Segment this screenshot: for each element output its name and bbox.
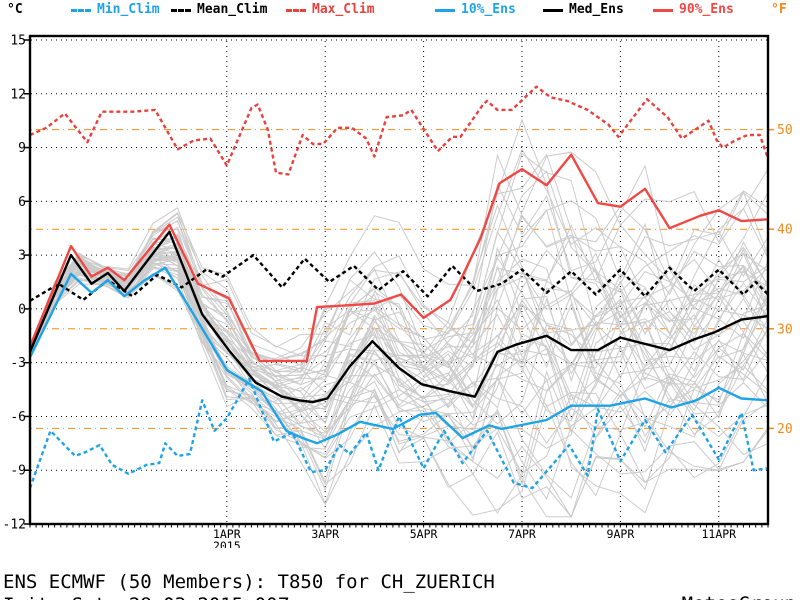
fahrenheit-unit-label: °F: [771, 2, 787, 17]
y-tick-label-c--12: -12: [3, 518, 26, 533]
y-tick-label-f-20: 20: [777, 422, 793, 437]
x-tick-label-5APR: 5APR: [410, 527, 438, 541]
y-tick-label-c-6: 6: [18, 195, 26, 210]
ensemble-member-line: [29, 168, 769, 433]
plot-frame: [28, 34, 770, 526]
ensemble-member-line: [29, 233, 769, 412]
ensemble-member-line: [29, 253, 769, 499]
series-line-mean-clim: [29, 253, 769, 302]
y-tick-label-c--6: -6: [10, 410, 26, 425]
ensemble-member-line: [29, 212, 769, 367]
ensemble-member-line: [29, 153, 769, 361]
ensemble-member-line: [29, 257, 769, 386]
legend-sample-min-clim: [71, 9, 91, 12]
y-tick-label-f-30: 30: [777, 322, 793, 337]
legend-sample-mean-clim: [171, 9, 191, 12]
legend-label-min-clim: Min_Clim: [97, 2, 160, 17]
series-line-max-clim: [29, 85, 770, 176]
ensemble-member-line: [29, 148, 769, 388]
y-tick-label-f-50: 50: [777, 123, 793, 138]
x-tick-label-11APR: 11APR: [701, 527, 736, 541]
ensemble-member-line: [29, 216, 769, 430]
ensemble-member-line: [29, 260, 769, 506]
series-line-min-clim: [28, 377, 769, 490]
y-tick-label-f-40: 40: [777, 223, 793, 238]
legend-label-med-ens: Med_Ens: [569, 2, 624, 17]
legend-sample-max-clim: [286, 9, 306, 12]
ensemble-member-line: [29, 231, 769, 506]
y-tick-label-c-0: 0: [18, 302, 26, 317]
legend-label-10-ens: 10%_Ens: [461, 2, 516, 17]
ensemble-member-line: [29, 266, 769, 514]
series-line-10-ens: [28, 266, 769, 445]
legend-sample-90-ens: [653, 9, 673, 12]
x-tick-label-3APR: 3APR: [311, 527, 339, 541]
init-time-label: Init: Sat, 28.03.2015 00Z: [3, 594, 289, 600]
ensemble-members: [29, 118, 769, 518]
series-line-90-ens: [28, 153, 769, 363]
x-tick-sublabel-2015: 2015: [213, 539, 241, 548]
x-tick-label-7APR: 7APR: [508, 527, 536, 541]
y-tick-label-c-3: 3: [18, 249, 26, 264]
ensemble-member-line: [29, 262, 769, 453]
ensemble-member-line: [29, 237, 769, 434]
ensemble-member-line: [29, 257, 769, 409]
legend-label-max-clim: Max_Clim: [312, 2, 375, 17]
legend-label-mean-clim: Mean_Clim: [197, 2, 268, 17]
x-tick-label-9APR: 9APR: [607, 527, 635, 541]
ensemble-member-line: [29, 237, 769, 471]
footer-row-1: ENS ECMWF (50 Members): T850 for CH_ZUER…: [0, 549, 800, 600]
x-minor-ticks: [29, 524, 769, 528]
series-line-med-ens: [28, 230, 769, 404]
y-tick-label-c-12: 12: [10, 87, 26, 102]
y-tick-label-c-15: 15: [10, 34, 26, 49]
y-tick-label-c-9: 9: [18, 141, 26, 156]
celsius-unit-label: °C: [7, 2, 23, 17]
legend-sample-med-ens: [543, 9, 563, 12]
chart-title: ENS ECMWF (50 Members): T850 for CH_ZUER…: [3, 571, 495, 593]
ensemble-member-line: [29, 219, 769, 455]
legend-sample-10-ens: [435, 9, 455, 12]
y-tick-label-c--3: -3: [10, 356, 26, 371]
legend-label-90-ens: 90%_Ens: [679, 2, 734, 17]
footer-row-2: Init: Sat, 28.03.2015 00Z Valid: 0-360 h…: [0, 572, 800, 600]
brand-label: MeteoGroup: [682, 593, 796, 600]
x-tick-label-1APR: 1APR: [213, 527, 241, 541]
y-tick-label-c--9: -9: [10, 464, 26, 479]
ensemble-member-line: [29, 250, 769, 514]
